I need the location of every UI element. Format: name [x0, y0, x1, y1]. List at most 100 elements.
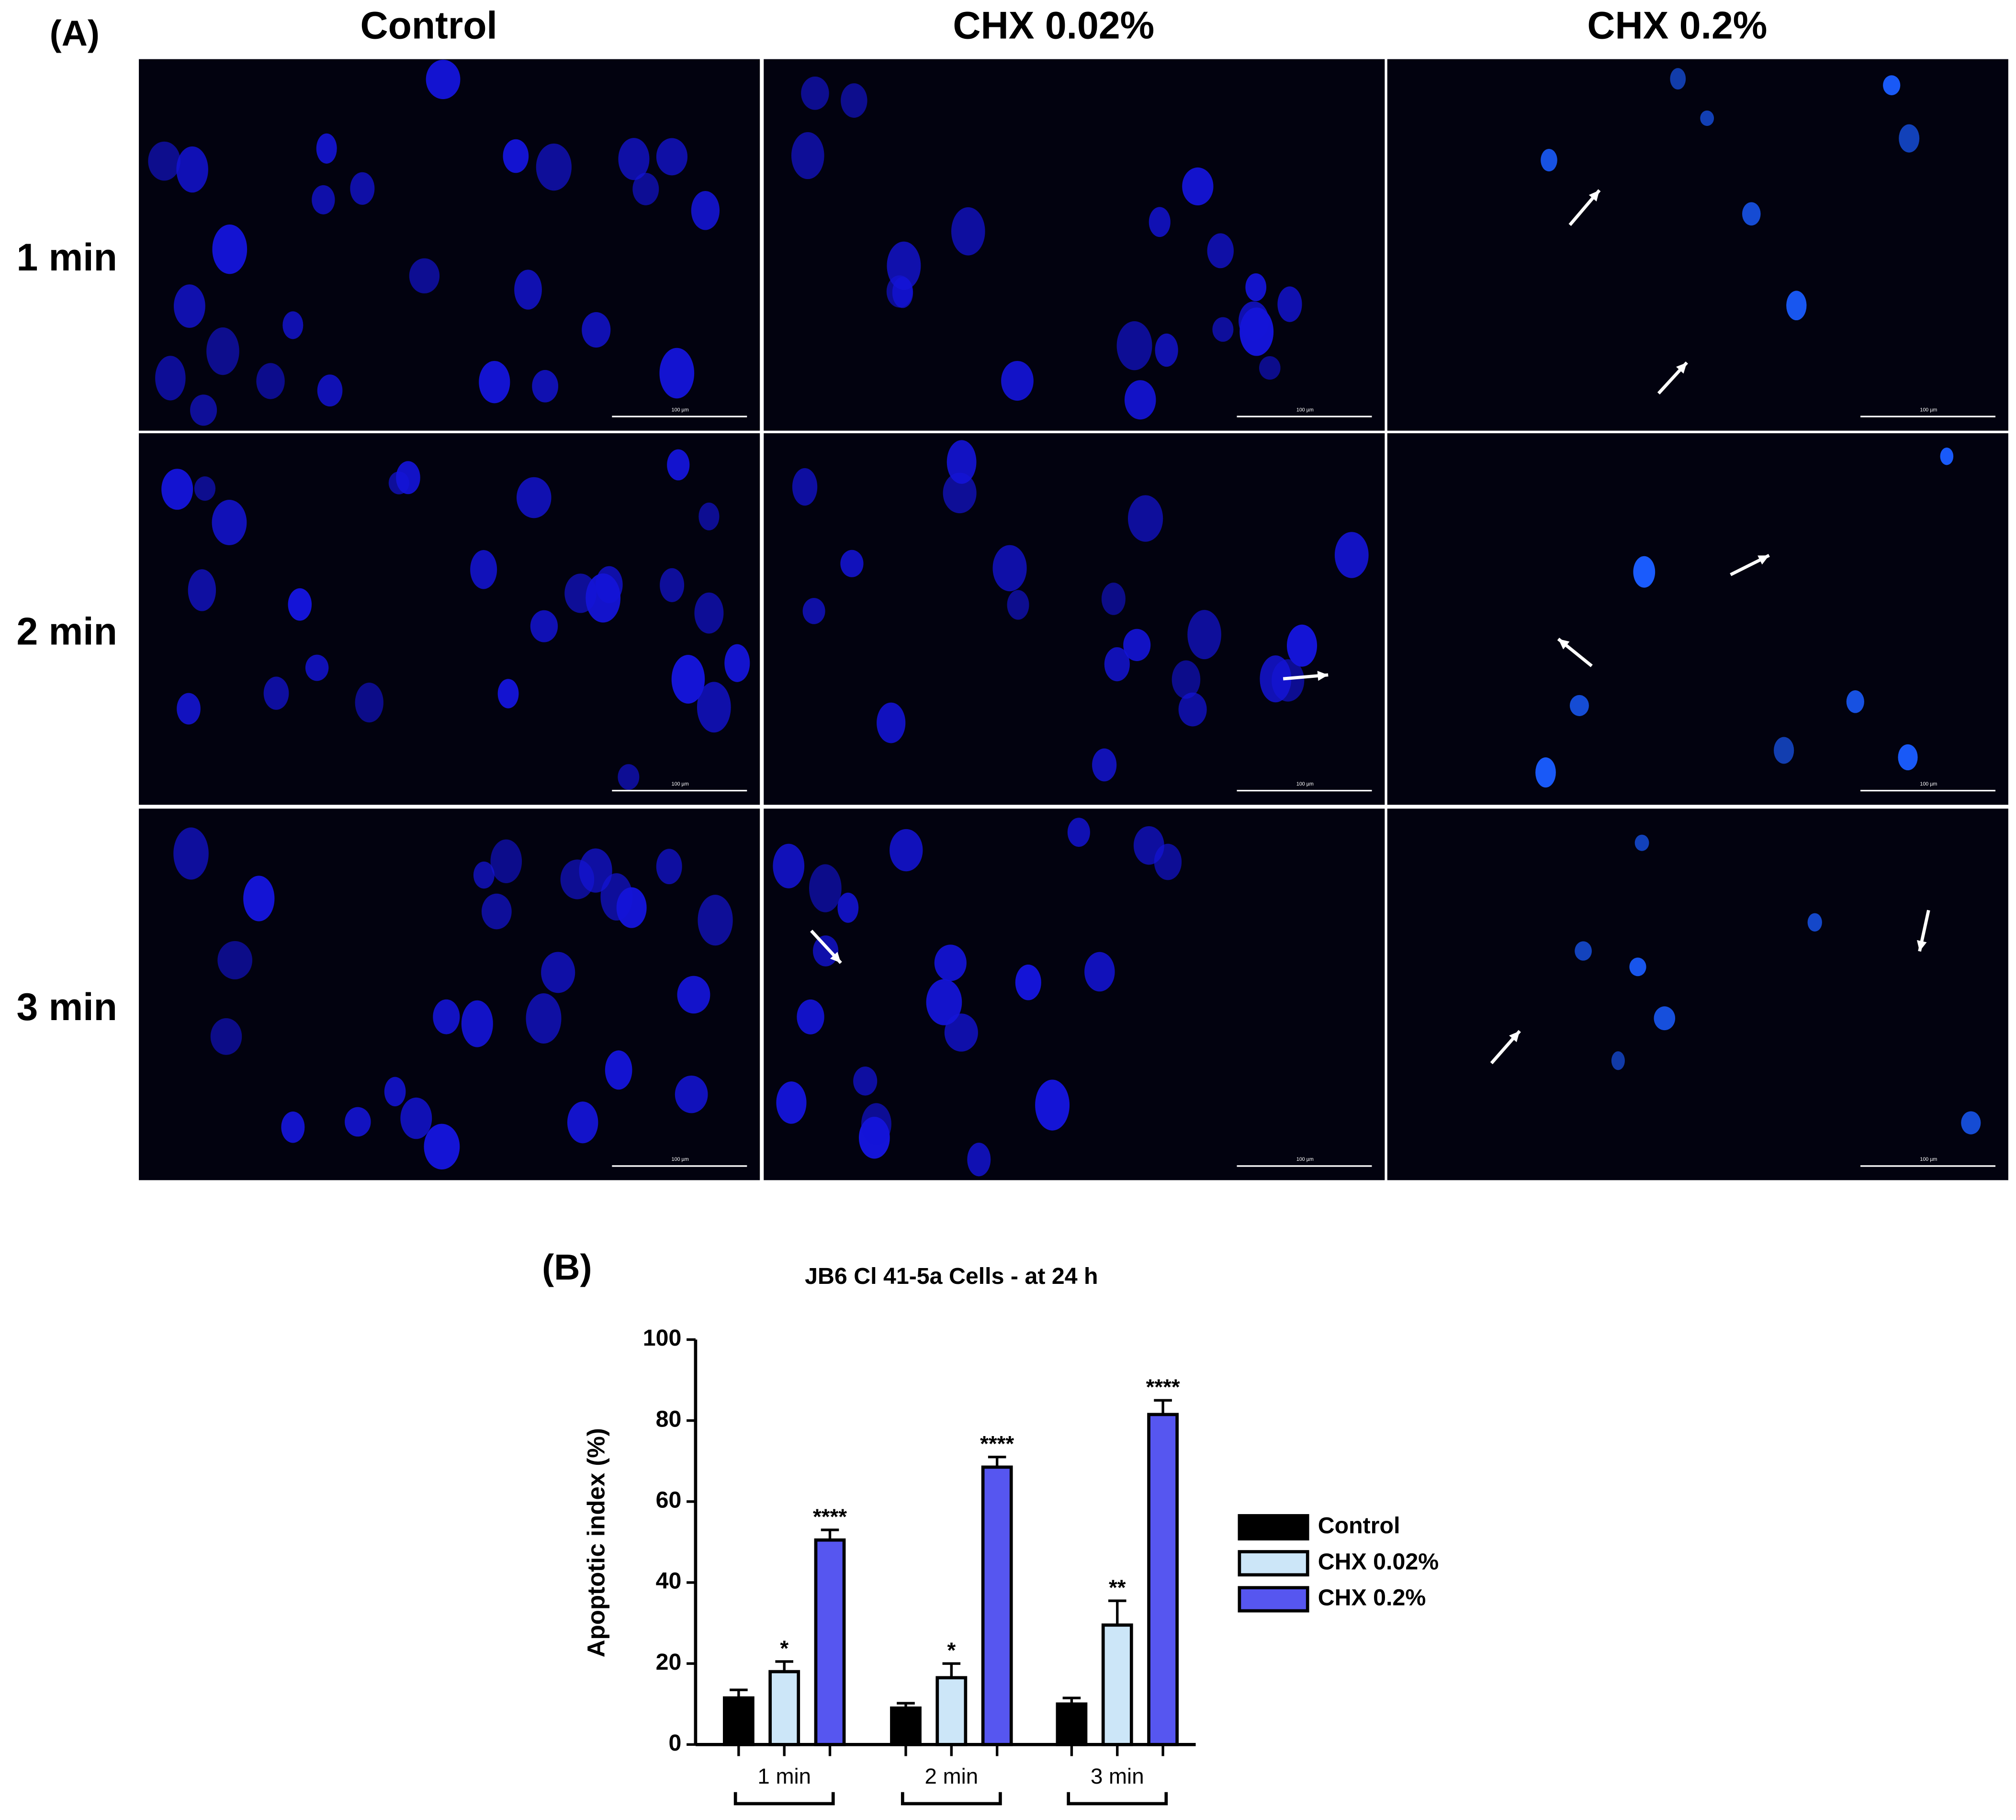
nucleus — [660, 568, 685, 602]
scale-bar-label: 100 µm — [1296, 1157, 1314, 1162]
nucleus — [532, 370, 559, 403]
nucleus — [541, 952, 575, 993]
nucleus — [567, 1101, 598, 1144]
bar — [935, 1676, 968, 1746]
micrograph: 100 µm — [1387, 809, 2008, 1180]
y-tick-label: 80 — [656, 1406, 682, 1432]
nucleus — [1334, 532, 1369, 578]
significance-label: ** — [1109, 1575, 1126, 1600]
nucleus — [470, 550, 497, 589]
panel-b: (B) JB6 Cl 41-5a Cells - at 24 h Apoptotic… — [542, 1247, 1439, 1806]
y-tick-label: 100 — [643, 1325, 682, 1351]
nucleus — [173, 284, 205, 328]
micrograph-background — [139, 433, 760, 805]
nucleus — [677, 976, 710, 1014]
nucleus — [1940, 448, 1954, 465]
nucleus — [1149, 207, 1171, 237]
nucleus — [1116, 321, 1152, 371]
nucleus — [256, 363, 285, 399]
significance-label: **** — [980, 1432, 1014, 1456]
significance-label: * — [947, 1638, 956, 1663]
nucleus — [1239, 307, 1274, 356]
nucleus — [155, 356, 186, 401]
nucleus — [1535, 757, 1556, 788]
nucleus — [694, 592, 724, 634]
nucleus — [1182, 167, 1214, 206]
nucleus — [497, 679, 519, 708]
nucleus — [345, 1107, 371, 1137]
nucleus — [618, 764, 640, 790]
nucleus — [473, 861, 495, 889]
nucleus — [1187, 610, 1221, 660]
legend-label: CHX 0.2% — [1318, 1585, 1426, 1611]
y-tick-label: 0 — [668, 1730, 681, 1756]
micrograph: 100 µm — [764, 809, 1385, 1180]
nucleus — [656, 138, 688, 176]
nucleus — [282, 311, 304, 339]
error-bar — [1108, 1599, 1126, 1625]
scale-bar-label: 100 µm — [1920, 407, 1937, 413]
nucleus — [1786, 291, 1807, 321]
column-title: Control — [360, 4, 497, 47]
arrow-head — [1588, 190, 1599, 202]
panel-label: (A) — [50, 13, 100, 53]
nucleus — [582, 312, 611, 348]
nucleus — [350, 172, 375, 205]
arrow-head — [1317, 671, 1329, 681]
nucleus — [355, 683, 383, 723]
nucleus — [516, 477, 552, 518]
micrograph: 100 µm — [764, 433, 1385, 805]
nucleus — [1286, 624, 1318, 667]
scale-bar-label: 100 µm — [1296, 781, 1314, 787]
legend-swatch — [1238, 1586, 1309, 1613]
nucleus — [479, 360, 510, 404]
scale-bar-label: 100 µm — [1296, 407, 1314, 413]
nucleus — [1207, 233, 1234, 269]
scale-bar-label: 100 µm — [672, 781, 689, 787]
nucleus — [1846, 690, 1864, 713]
nucleus — [841, 83, 867, 118]
legend-label: Control — [1318, 1513, 1400, 1539]
nucleus — [801, 76, 829, 110]
nucleus — [424, 1123, 460, 1170]
nucleus — [1259, 356, 1281, 380]
micrograph: 100 µm — [1387, 59, 2008, 431]
legend-swatch — [1238, 1514, 1309, 1541]
arrow-head — [830, 952, 841, 963]
nucleus — [1899, 124, 1920, 153]
nucleus — [1774, 737, 1794, 764]
micrograph: 100 µm — [139, 59, 760, 431]
legend-swatch — [1238, 1550, 1309, 1577]
scale-bar-label: 100 µm — [672, 407, 689, 413]
micrograph: 100 µm — [139, 809, 760, 1180]
row-label: 3 min — [16, 986, 117, 1029]
nucleus — [433, 999, 460, 1034]
nucleus — [177, 693, 201, 725]
nucleus — [1700, 110, 1714, 126]
nucleus — [1001, 360, 1034, 401]
significance-label: **** — [1146, 1375, 1180, 1399]
nucleus — [698, 502, 720, 530]
nucleus — [809, 864, 842, 912]
nucleus — [217, 941, 253, 979]
nucleus — [190, 394, 217, 426]
nucleus — [724, 644, 750, 682]
nucleus — [560, 859, 595, 899]
nucleus — [461, 1000, 493, 1047]
arrow-head — [1916, 940, 1927, 952]
nucleus — [176, 146, 208, 193]
nucleus — [1171, 660, 1201, 699]
nucleus — [281, 1111, 305, 1143]
nucleus — [791, 132, 824, 180]
nucleus — [675, 1075, 708, 1113]
significance-label: * — [780, 1636, 788, 1661]
nucleus — [312, 185, 335, 214]
nucleus — [698, 895, 733, 946]
nucleus — [210, 1018, 242, 1055]
nucleus — [481, 893, 512, 930]
error-bar — [988, 1456, 1006, 1467]
nucleus — [1260, 655, 1292, 703]
error-bar — [821, 1528, 839, 1540]
x-tick-label: 2 min — [925, 1764, 979, 1788]
